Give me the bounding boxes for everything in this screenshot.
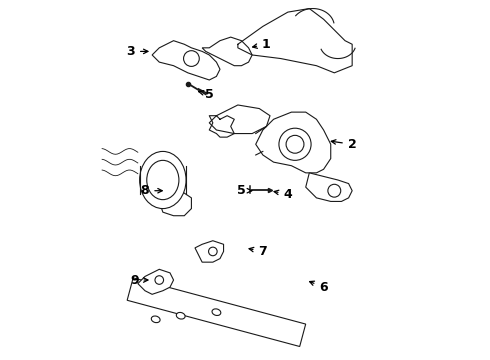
Ellipse shape xyxy=(176,312,185,319)
Text: 9: 9 xyxy=(130,274,148,287)
Circle shape xyxy=(279,128,311,160)
Circle shape xyxy=(155,276,164,284)
Text: 2: 2 xyxy=(331,138,357,151)
Polygon shape xyxy=(202,37,252,66)
Polygon shape xyxy=(138,269,173,294)
Text: 6: 6 xyxy=(310,281,328,294)
Text: 3: 3 xyxy=(126,45,148,58)
Text: 7: 7 xyxy=(249,245,267,258)
Text: 1: 1 xyxy=(253,38,271,51)
Circle shape xyxy=(209,247,217,256)
Polygon shape xyxy=(152,41,220,80)
Polygon shape xyxy=(256,112,331,173)
Ellipse shape xyxy=(212,309,221,315)
Polygon shape xyxy=(127,278,306,347)
Ellipse shape xyxy=(147,160,179,200)
Circle shape xyxy=(184,51,199,66)
Polygon shape xyxy=(195,241,223,262)
Text: 4: 4 xyxy=(274,188,292,201)
Text: 8: 8 xyxy=(141,184,162,197)
Polygon shape xyxy=(159,191,192,216)
Circle shape xyxy=(286,135,304,153)
Ellipse shape xyxy=(151,316,160,323)
Text: 5: 5 xyxy=(199,88,214,101)
Ellipse shape xyxy=(140,152,186,208)
Polygon shape xyxy=(306,173,352,202)
Circle shape xyxy=(328,184,341,197)
Text: 5: 5 xyxy=(237,184,252,197)
